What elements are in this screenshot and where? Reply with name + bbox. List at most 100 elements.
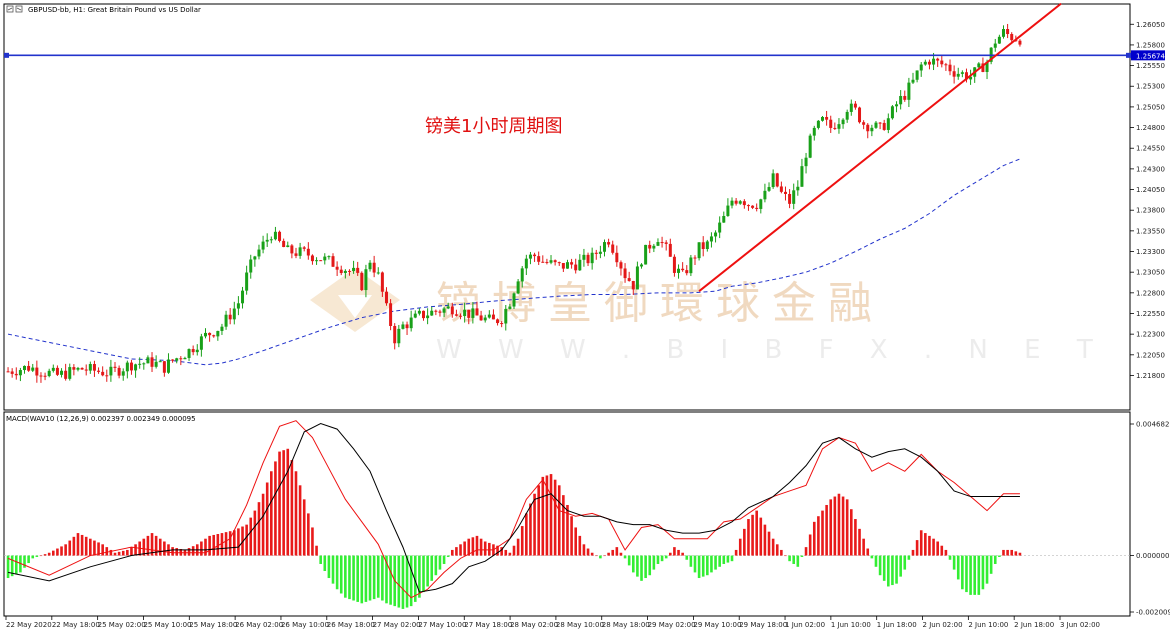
candle-body [368,262,372,270]
sma-polyline [7,158,1021,366]
candle-body [154,361,158,367]
candle-body [862,122,866,125]
macd-histogram-bar [121,550,125,556]
macd-histogram-bar [311,527,314,556]
candle-body [849,103,853,112]
macd-histogram-bar [228,531,232,556]
candle-body [915,70,919,80]
candle-body [35,367,39,376]
macd-histogram-bar [220,533,224,556]
candle-body [467,309,471,318]
macd-histogram-bar [89,538,92,556]
candle-body [162,361,166,373]
candle-body [718,222,722,233]
macd-histogram-bar [504,549,508,556]
time-tick-label: 27 May 02:00 [373,621,421,629]
candle-body [302,247,306,249]
time-tick-label: 2 Jun 18:00 [1014,621,1054,629]
time-tick-label: 28 May 10:00 [556,621,604,629]
macd-histogram-bar [117,551,121,556]
macd-histogram-bar [426,555,429,587]
symbol-title: GBPUSD-bb, H1: Great Britain Pound vs US… [28,6,201,14]
candle-body [290,245,294,254]
candle-body [286,245,290,248]
macd-histogram-bar [270,471,273,556]
candle-body [273,231,277,240]
macd-histogram-bar [763,524,767,556]
candle-body [763,190,767,200]
macd-histogram-bar [841,496,845,556]
macd-histogram-bar [401,555,405,609]
macd-axis: 0.004682 0.000000 -0.002009 [4,421,1170,617]
candle-body [977,63,981,68]
macd-histogram-bar [134,544,137,556]
candle-body [985,61,989,72]
macd-histogram-bar [985,555,989,584]
candle-body [134,364,138,371]
candle-body [228,314,232,320]
candle-body [533,254,537,257]
candle-body [278,231,282,241]
macd-histogram-bar [290,460,294,556]
candle-body [903,95,907,100]
macd-histogram-bar [294,471,298,556]
macd-histogram-bar [245,524,248,556]
candle-body [72,367,76,370]
macd-histogram-bar [743,528,746,556]
candle-body [664,242,668,244]
macd-histogram-bar [368,555,372,601]
macd-histogram-bar [68,540,72,556]
candle-body [282,240,286,248]
macd-histogram-bar [821,510,824,556]
candle-body [561,262,565,269]
candle-body [417,310,421,314]
candle-body [397,328,401,344]
candle-body [528,254,532,259]
candle-body [841,119,845,125]
macd-histogram-bar [97,542,100,556]
macd-histogram-bar [714,555,717,570]
candle-body [689,257,693,274]
candle-body [586,254,590,264]
candle-body [644,244,648,265]
candle-body [886,118,890,130]
candle-body [6,371,10,373]
candle-body [10,371,14,374]
candle-body [405,324,409,329]
macd-histogram-bar [529,503,532,556]
candle-body [899,95,903,105]
macd-histogram-bar [599,555,602,559]
macd-histogram-bar [845,499,849,556]
macd-histogram-bar [35,555,39,557]
macd-histogram-bar [981,555,985,590]
candle-body [648,244,652,249]
macd-histogram-bar [339,555,343,594]
macd-histogram-bar [553,479,557,556]
candle-body [960,72,964,74]
candle-body [113,366,117,368]
current-price-handle-left [4,52,9,58]
candle-body [779,186,783,192]
macd-histogram-bar [200,541,203,556]
candle-body [475,308,479,316]
watermark: 镑博皇御環球金融 W W W . B I B F X . N E T [310,268,1093,365]
macd-histogram-bar [566,504,569,556]
candle-body [347,270,351,272]
macd-histogram-bar [780,549,783,556]
candle-body [751,205,755,208]
macd-histogram-bar [56,548,59,556]
candle-body [372,262,376,273]
time-tick-label: 29 May 18:00 [739,621,787,629]
macd-histogram-bar [656,555,660,564]
candle-body [80,367,84,370]
candle-body [574,264,578,271]
candle-body [438,311,442,313]
macd-histogram-bar [747,519,750,556]
candle-body [866,124,870,132]
macd-histogram-bar [39,555,43,557]
candle-body [315,260,319,262]
macd-histogram-bar [335,555,339,590]
candle-body [783,191,787,194]
macd-histogram-bar [907,555,911,560]
